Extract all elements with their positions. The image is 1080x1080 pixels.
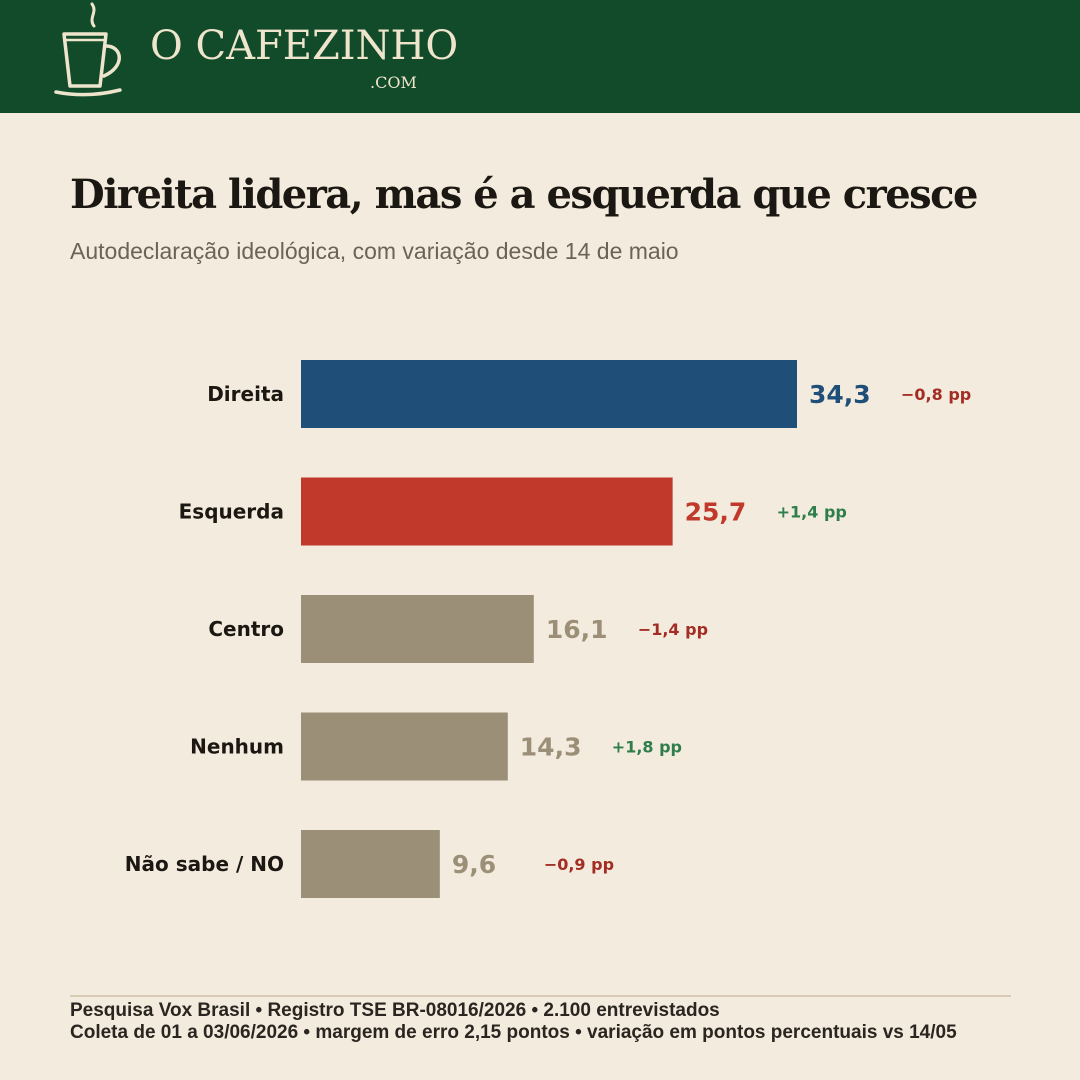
value-label: 25,7 bbox=[685, 498, 747, 527]
header-bar: O CAFEZINHO .COM bbox=[0, 0, 1080, 113]
footer-line-1: Pesquisa Vox Brasil • Registro TSE BR-08… bbox=[70, 1000, 720, 1021]
bar bbox=[301, 360, 797, 428]
value-label: 9,6 bbox=[452, 850, 496, 879]
value-label: 34,3 bbox=[809, 380, 871, 409]
value-label: 16,1 bbox=[546, 615, 608, 644]
chart-subtitle: Autodeclaração ideológica, com variação … bbox=[70, 238, 679, 264]
category-label: Nenhum bbox=[190, 735, 284, 759]
brand-name: O CAFEZINHO bbox=[150, 23, 459, 69]
change-label: +1,4 pp bbox=[777, 503, 847, 522]
brand-suffix: .COM bbox=[370, 73, 417, 92]
bar bbox=[301, 595, 534, 663]
value-label: 14,3 bbox=[520, 733, 582, 762]
coffee-cup-icon bbox=[54, 2, 122, 97]
category-label: Esquerda bbox=[179, 500, 284, 524]
footer-divider bbox=[70, 995, 1011, 997]
bar bbox=[301, 830, 440, 898]
category-label: Direita bbox=[207, 382, 284, 406]
change-label: −1,4 pp bbox=[638, 620, 708, 639]
change-label: +1,8 pp bbox=[612, 738, 682, 757]
bar bbox=[301, 477, 673, 546]
bar-chart: Direita 34,3 −0,8 pp Esquerda 25,7 +1,4 pp Cen… bbox=[125, 360, 971, 898]
footer-line-2: Coleta de 01 a 03/06/2026 • margem de er… bbox=[70, 1022, 957, 1043]
chart-title: Direita lidera, mas é a esquerda que cre… bbox=[70, 171, 978, 218]
change-label: −0,9 pp bbox=[544, 855, 614, 874]
category-label: Centro bbox=[208, 617, 284, 641]
change-label: −0,8 pp bbox=[901, 385, 971, 404]
category-label: Não sabe / NO bbox=[125, 852, 284, 876]
bar bbox=[301, 712, 508, 781]
